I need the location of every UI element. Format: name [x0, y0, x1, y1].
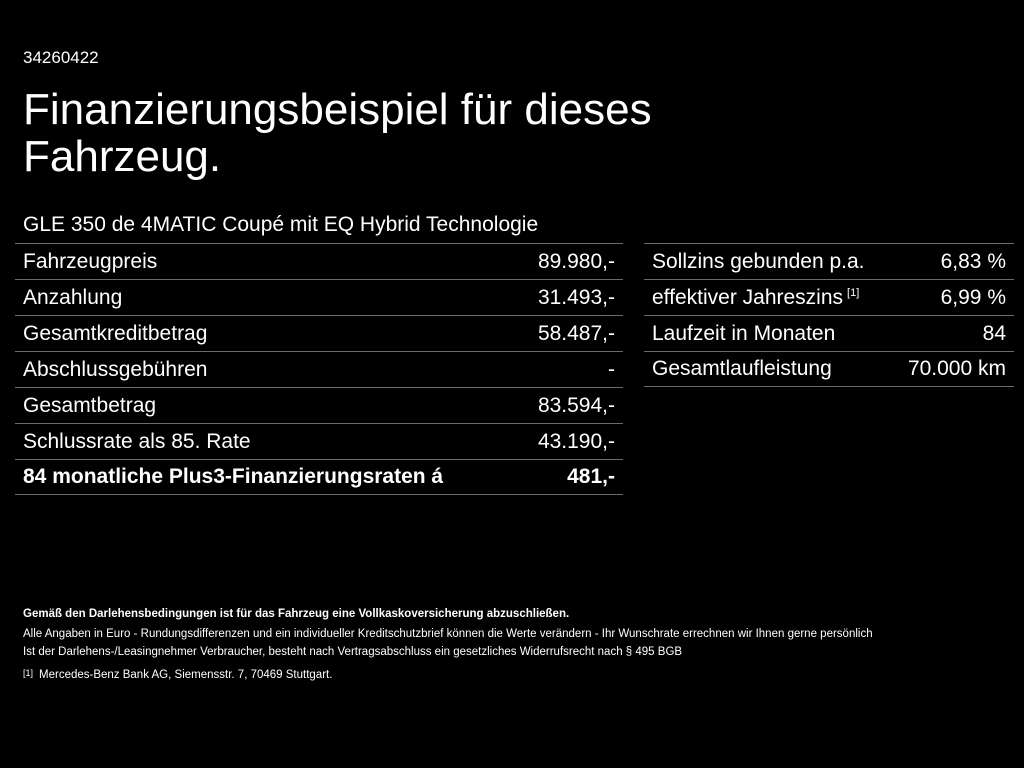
- row-label-text: effektiver Jahreszins: [652, 285, 844, 309]
- table-row: Gesamtbetrag 83.594,-: [15, 387, 623, 423]
- vehicle-model: GLE 350 de 4MATIC Coupé mit EQ Hybrid Te…: [23, 213, 539, 236]
- row-value: -: [608, 357, 615, 381]
- table-row: Anzahlung 31.493,-: [15, 279, 623, 315]
- rounding-note: Alle Angaben in Euro - Rundungsdifferenz…: [23, 628, 873, 640]
- row-label: 84 monatliche Plus3-Finanzierungsraten á: [23, 465, 444, 488]
- table-row: effektiver Jahreszins [1] 6,99 %: [644, 279, 1014, 315]
- row-label: Gesamtkreditbetrag: [23, 321, 208, 345]
- table-row: Abschlussgebühren -: [15, 351, 623, 387]
- footnote: [1] Mercedes-Benz Bank AG, Siemensstr. 7…: [23, 666, 1003, 684]
- monthly-rate-row: 84 monatliche Plus3-Finanzierungsraten á…: [15, 459, 623, 495]
- insurance-note: Gemäß den Darlehensbedingungen ist für d…: [23, 608, 570, 620]
- footnote-text: Mercedes-Benz Bank AG, Siemensstr. 7, 70…: [39, 669, 333, 681]
- row-label: Fahrzeugpreis: [23, 249, 158, 273]
- row-value: 58.487,-: [537, 321, 615, 345]
- row-value: 70.000 km: [907, 357, 1006, 380]
- table-row: Schlussrate als 85. Rate 43.190,-: [15, 423, 623, 459]
- table-row: Sollzins gebunden p.a. 6,83 %: [644, 243, 1014, 279]
- row-value: 481,-: [567, 465, 615, 488]
- page-title: Finanzierungsbeispiel für dieses Fahrzeu…: [23, 85, 652, 181]
- row-label: Gesamtlaufleistung: [652, 357, 832, 380]
- footnote-reference: [1]: [847, 286, 860, 299]
- row-value: 83.594,-: [537, 393, 615, 417]
- withdrawal-note: Ist der Darlehens-/Leasingnehmer Verbrau…: [23, 646, 683, 658]
- row-value: 89.980,-: [537, 249, 615, 273]
- financing-table: Fahrzeugpreis 89.980,- Anzahlung 31.493,…: [15, 243, 623, 495]
- row-label: Gesamtbetrag: [23, 393, 157, 417]
- row-label: Laufzeit in Monaten: [652, 321, 836, 345]
- legal-notes: Gemäß den Darlehensbedingungen ist für d…: [23, 605, 1003, 684]
- table-row: Fahrzeugpreis 89.980,-: [15, 243, 623, 279]
- row-label: effektiver Jahreszins [1]: [652, 286, 859, 310]
- row-value: 31.493,-: [537, 285, 615, 309]
- table-row: Gesamtkreditbetrag 58.487,-: [15, 315, 623, 351]
- row-label: Anzahlung: [23, 285, 123, 309]
- interest-table: Sollzins gebunden p.a. 6,83 % effektiver…: [644, 243, 1014, 387]
- row-label: Sollzins gebunden p.a.: [652, 249, 865, 273]
- row-value: 6,83 %: [940, 249, 1006, 273]
- reference-number: 34260422: [23, 48, 99, 67]
- row-label: Schlussrate als 85. Rate: [23, 429, 251, 453]
- footnote-mark: [1]: [23, 668, 34, 678]
- row-value: 6,99 %: [940, 285, 1006, 309]
- table-row: Laufzeit in Monaten 84: [644, 315, 1014, 351]
- row-label: Abschlussgebühren: [23, 357, 208, 381]
- table-row: Gesamtlaufleistung 70.000 km: [644, 351, 1014, 387]
- row-value: 43.190,-: [537, 429, 615, 453]
- row-value: 84: [982, 321, 1006, 345]
